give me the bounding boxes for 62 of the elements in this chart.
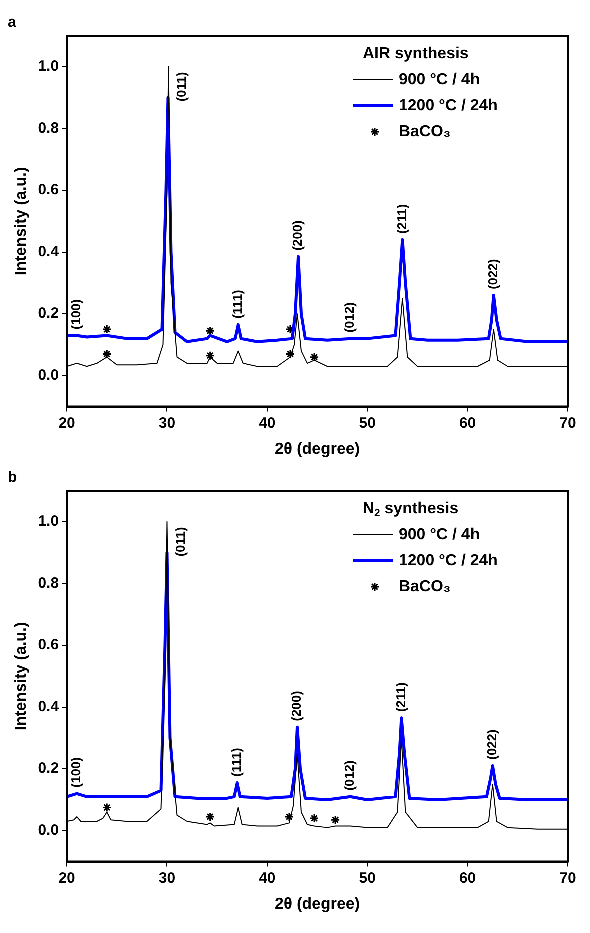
point	[310, 814, 320, 824]
y-tick-label: 0.6	[38, 182, 60, 199]
legend-title: AIR synthesis	[363, 45, 469, 62]
annotation: (111)	[230, 290, 245, 319]
x-tick-label: 40	[259, 414, 276, 432]
annotation: (111)	[228, 748, 244, 778]
annotation: (211)	[393, 682, 408, 712]
annotation: (022)	[485, 259, 500, 290]
y-tick-label: 0.8	[38, 120, 60, 137]
x-tick-label: 50	[359, 870, 376, 887]
y-axis-title: Intensity (a.u.)	[13, 167, 30, 276]
y-tick-label: 1.0	[38, 513, 60, 530]
x-tick-label: 20	[58, 870, 76, 887]
x-tick-label: 30	[158, 414, 176, 432]
point	[330, 815, 340, 825]
x-tick-label: 20	[58, 414, 76, 432]
y-tick-label: 1.0	[38, 58, 60, 76]
x-axis-title: 2θ (degree)	[274, 896, 360, 913]
legend-label: BaCO₃	[399, 578, 451, 596]
point	[102, 802, 112, 812]
point	[102, 350, 112, 360]
x-tick-label: 30	[158, 870, 176, 887]
legend-label: 900 °C / 4h	[399, 71, 480, 88]
x-axis-title: 2θ (degree)	[274, 440, 360, 458]
x-tick-label: 60	[459, 414, 476, 432]
y-tick-label: 0.4	[38, 243, 60, 260]
legend-label: 1200 °C / 24h	[399, 552, 498, 570]
point	[310, 352, 320, 362]
chart-title: a	[8, 14, 17, 32]
y-tick-label: 0.4	[38, 698, 60, 716]
legend-label: 1200 °C / 24h	[399, 97, 498, 114]
annotation: (200)	[290, 220, 306, 251]
legend-label: BaCO₃	[399, 123, 451, 140]
point	[102, 324, 112, 334]
y-axis-title: Intensity (a.u.)	[13, 622, 30, 731]
y-tick-label: 0.2	[38, 305, 60, 322]
annotation: (200)	[289, 691, 304, 722]
y-tick-label: 0.0	[38, 367, 60, 384]
point	[284, 812, 294, 822]
annotation: (022)	[484, 730, 500, 760]
annotation: (011)	[172, 527, 188, 557]
point	[286, 350, 296, 360]
annotation: (012)	[342, 302, 358, 333]
x-tick-label: 70	[560, 414, 576, 432]
x-tick-label: 60	[459, 870, 476, 887]
point	[206, 351, 216, 361]
y-tick-label: 0.8	[38, 574, 60, 592]
annotation: (100)	[68, 299, 84, 330]
y-tick-label: 0.0	[38, 822, 60, 840]
x-tick-label: 70	[560, 870, 576, 887]
legend-label: 900 °C / 4h	[399, 526, 480, 544]
y-tick-label: 0.6	[38, 636, 60, 654]
annotation: (011)	[174, 72, 189, 102]
y-tick-label: 0.2	[38, 760, 60, 778]
annotation: (100)	[68, 757, 84, 788]
x-tick-label: 50	[359, 414, 376, 432]
annotation: (211)	[394, 204, 410, 234]
annotation: (012)	[342, 760, 358, 791]
point	[206, 326, 216, 336]
point	[206, 812, 216, 822]
x-tick-label: 40	[259, 870, 276, 887]
chart-title: b	[8, 469, 18, 486]
